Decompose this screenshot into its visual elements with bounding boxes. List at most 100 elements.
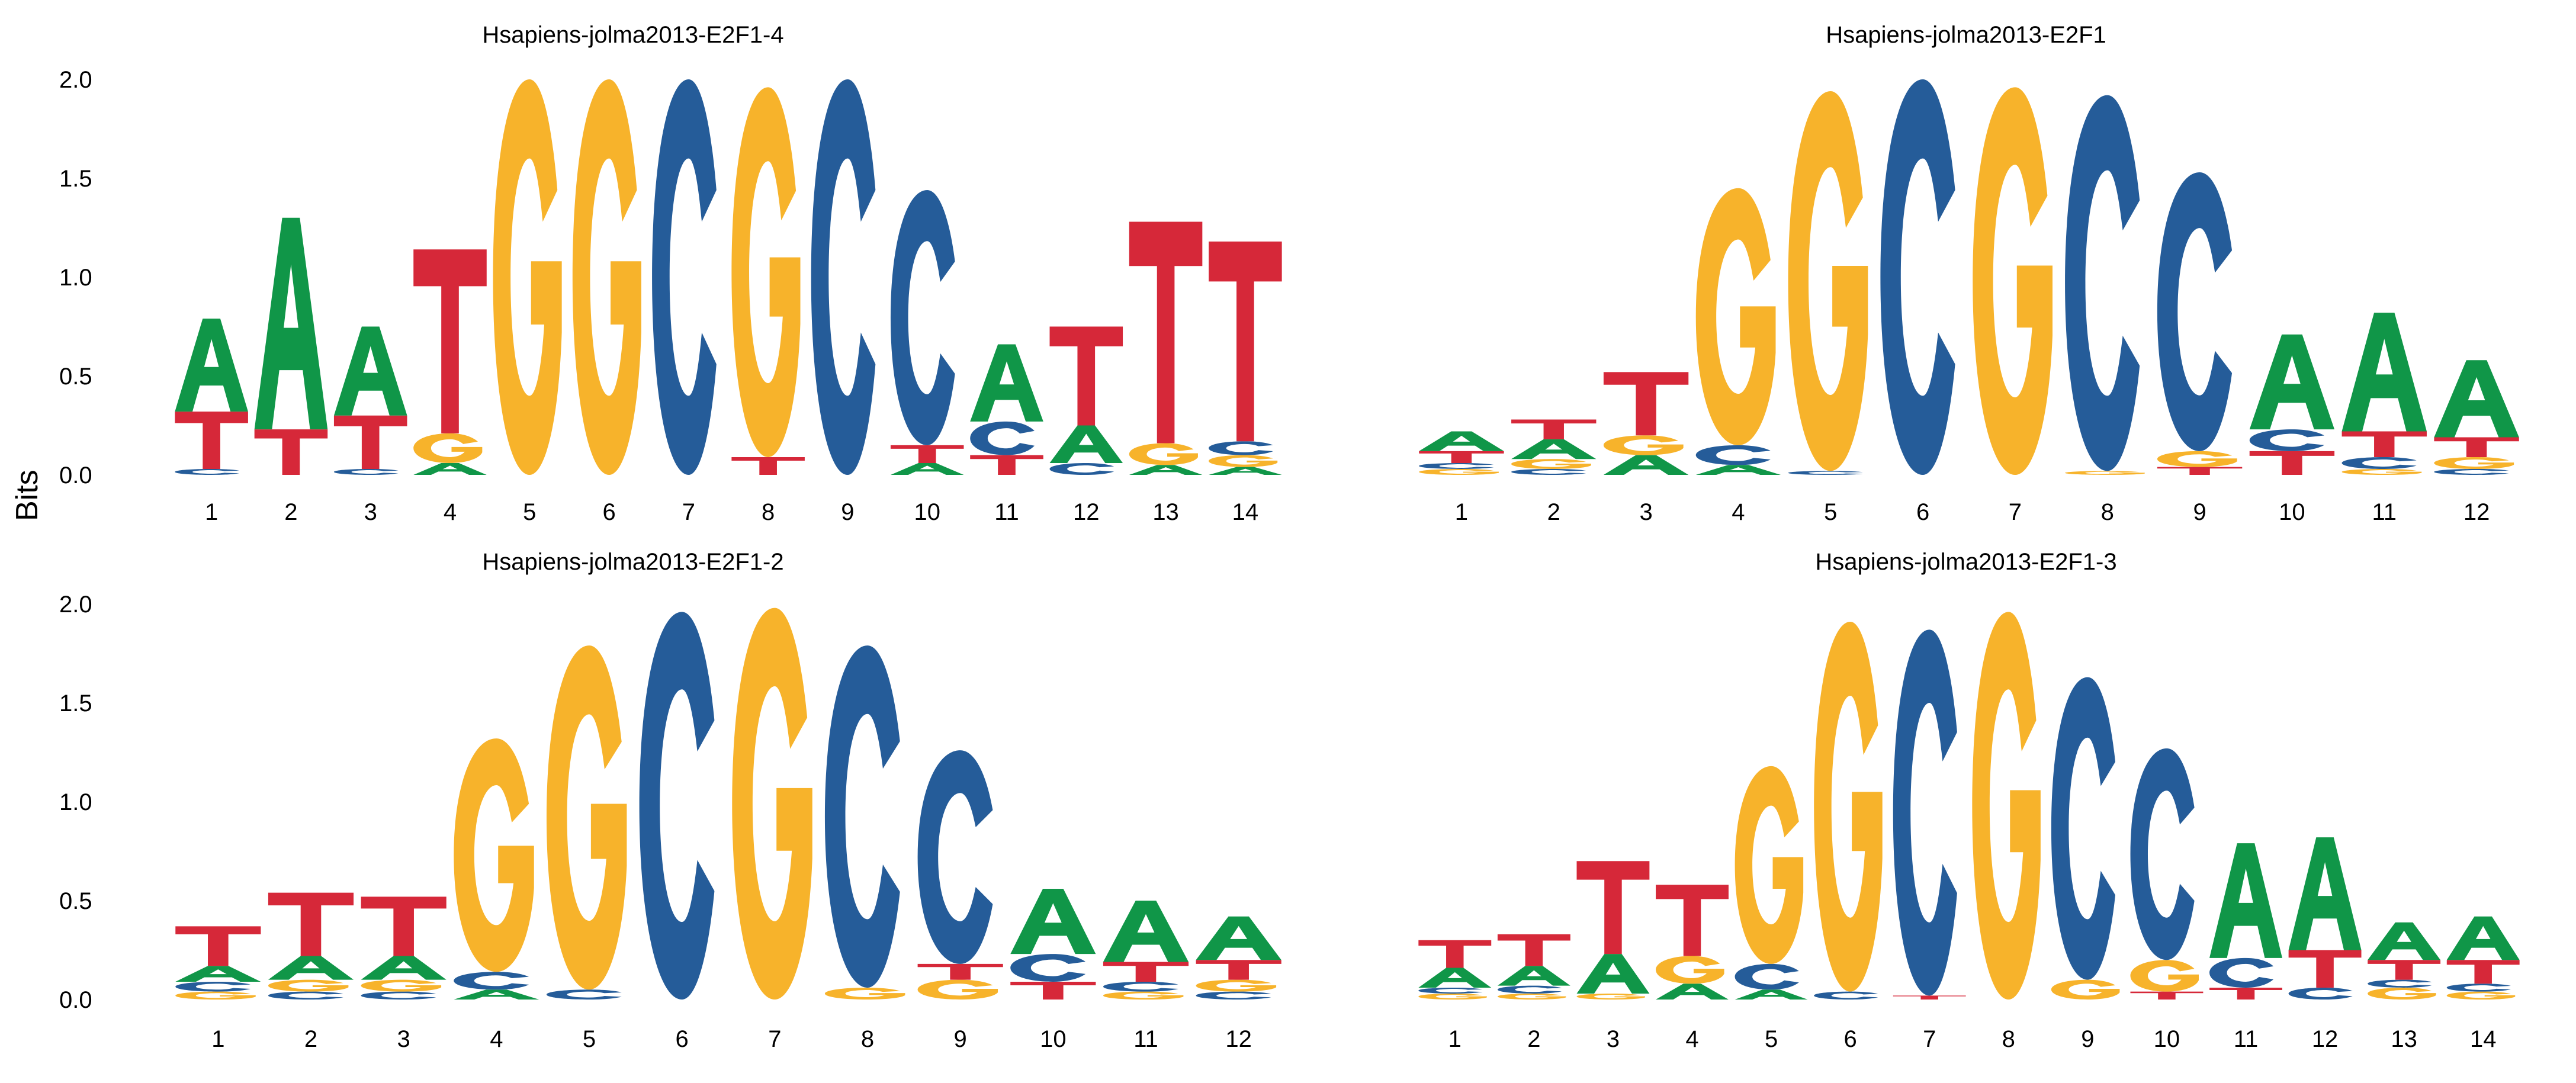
logo-letter-G <box>1788 91 1868 471</box>
logo-letter-T <box>2157 467 2243 475</box>
x-tick-label: 1 <box>1448 1026 1462 1052</box>
logo-letter-A <box>361 956 447 980</box>
x-tick-label: 6 <box>676 1026 689 1052</box>
logo-letter-C <box>1814 991 1878 1000</box>
logo-letter-C <box>1880 79 1955 475</box>
x-tick-label: 6 <box>1844 1026 1857 1052</box>
logo-letter-T <box>1419 451 1504 463</box>
x-tick-label: 1 <box>205 499 218 525</box>
x-tick-label: 3 <box>397 1026 410 1052</box>
x-tick-label: 8 <box>2002 1026 2015 1052</box>
logo-letter-G <box>2368 987 2436 1000</box>
logo-letter-G <box>731 87 801 457</box>
x-tick-label: 12 <box>2463 499 2490 525</box>
x-tick-label: 4 <box>1732 499 1745 525</box>
logo-letter-G <box>2434 457 2514 469</box>
logo-letter-C <box>1049 462 1114 475</box>
panel-title: Hsapiens-jolma2013-E2F1-4 <box>482 22 783 48</box>
logo-letter-G <box>732 608 812 1000</box>
logo-letter-A <box>1418 968 1492 988</box>
logo-letter-C <box>652 79 717 475</box>
logo-letter-G <box>1209 455 1278 467</box>
logo-letter-C <box>2446 984 2511 992</box>
x-tick-label: 10 <box>1040 1026 1067 1052</box>
logo-letter-A <box>1576 954 1650 994</box>
logo-panel-4: Hsapiens-jolma2013-E2F1-31 2 3 4 5 6 7 8 9 10 11 12… <box>1418 549 2520 1052</box>
logo-letter-C <box>1209 441 1273 455</box>
logo-letter-C <box>454 972 529 990</box>
logo-letter-C <box>1010 954 1086 982</box>
logo-letter-G <box>175 991 256 1000</box>
logo-letter-T <box>2434 437 2519 457</box>
logo-letter-A <box>2368 922 2441 960</box>
logo-letter-C <box>175 468 240 475</box>
logo-letter-C <box>2368 979 2432 988</box>
x-tick-label: 4 <box>444 499 457 525</box>
logo-letter-A <box>333 326 407 416</box>
logo-letter-A <box>2434 360 2519 438</box>
logo-letter-C <box>1695 445 1771 465</box>
logo-letter-C <box>1418 987 1483 994</box>
logo-letter-C <box>2051 677 2116 980</box>
logo-letter-G <box>1576 993 1646 1000</box>
x-tick-label: 5 <box>523 499 536 525</box>
logo-letter-C <box>1419 462 1494 469</box>
x-tick-label: 5 <box>1824 499 1837 525</box>
x-tick-label: 9 <box>954 1026 967 1052</box>
logo-panel-3: Hsapiens-jolma2013-E2F1-2 0.0 0.5 1.0 1.5 2.0… <box>59 549 1281 1052</box>
x-tick-label: 8 <box>2101 499 2114 525</box>
logo-letter-T <box>175 926 261 966</box>
x-tick-label: 2 <box>1527 1026 1540 1052</box>
logo-letter-A <box>2209 843 2282 958</box>
logo-letter-T <box>1010 981 1096 1000</box>
logo-letter-C <box>1497 985 1562 994</box>
logo-letter-C <box>1788 471 1863 475</box>
panel-title: Hsapiens-jolma2013-E2F1-2 <box>482 549 783 575</box>
x-tick-label: 7 <box>1923 1026 1936 1052</box>
x-tick-label: 4 <box>490 1026 503 1052</box>
x-tick-label: 12 <box>2312 1026 2339 1052</box>
logo-letter-C <box>175 981 251 992</box>
logo-letter-C <box>2130 748 2195 960</box>
x-tick-label: 11 <box>2372 499 2397 525</box>
logo-letter-T <box>2209 987 2282 1000</box>
panel-title: Hsapiens-jolma2013-E2F1 <box>1826 22 2106 48</box>
y-tick-label: 1.0 <box>59 265 92 291</box>
logo-letter-G <box>2446 991 2516 1000</box>
logo-letter-T <box>1576 861 1650 955</box>
x-tick-label: 1 <box>211 1026 224 1052</box>
logo-letter-C <box>2341 457 2417 469</box>
y-tick-label: 2.0 <box>59 67 92 93</box>
logo-letter-A <box>890 462 964 475</box>
logo-letter-G <box>917 979 998 1000</box>
logo-letter-T <box>1196 960 1281 980</box>
logo-letter-G <box>268 979 349 992</box>
logo-letter-A <box>254 217 328 430</box>
logo-letter-A <box>2288 837 2362 950</box>
logo-letter-A <box>2249 334 2335 430</box>
logo-letter-C <box>1511 468 1586 475</box>
logo-letter-A <box>1103 901 1189 962</box>
logo-letter-C <box>2209 957 2274 988</box>
logo-letter-C <box>970 421 1035 455</box>
logo-letter-T <box>2130 991 2204 1000</box>
panel-title: Hsapiens-jolma2013-E2F1-3 <box>1815 549 2116 575</box>
logo-letter-G <box>1973 87 2053 475</box>
x-tick-label: 7 <box>2009 499 2022 525</box>
logo-letter-T <box>731 457 805 475</box>
logo-letter-C <box>1735 963 1799 990</box>
logo-letter-A <box>1010 888 1096 955</box>
logo-letter-G <box>1735 766 1804 964</box>
logo-letter-C <box>2288 987 2353 1000</box>
logo-letter-T <box>1603 372 1689 436</box>
x-tick-label: 3 <box>1639 499 1652 525</box>
x-tick-label: 9 <box>2081 1026 2094 1052</box>
logo-letter-G <box>1972 612 2041 1000</box>
y-tick-label: 2.0 <box>59 592 92 618</box>
x-tick-label: 10 <box>2154 1026 2180 1052</box>
logo-letter-G <box>1511 459 1591 469</box>
logo-letter-G <box>454 738 534 972</box>
logo-letter-C <box>1196 991 1271 1000</box>
y-axis-label: Bits <box>10 470 44 521</box>
